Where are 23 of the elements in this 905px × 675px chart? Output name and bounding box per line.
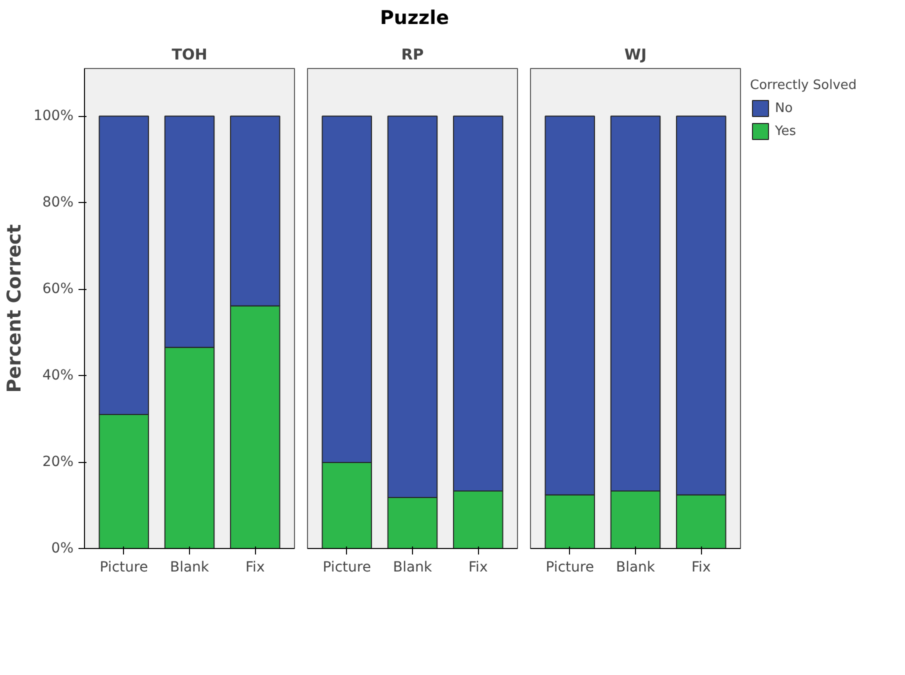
- y-tick-label: 100%: [33, 108, 74, 124]
- x-tick-label: Blank: [392, 560, 433, 576]
- chart-title: RP: [401, 46, 424, 64]
- x-tick-label: Fix: [246, 560, 265, 576]
- legend-label: Yes: [775, 124, 796, 138]
- y-tick-label: 80%: [42, 194, 74, 211]
- y-axis-title: Percent Correct: [3, 224, 26, 393]
- legend-title: Correctly Solved: [750, 78, 857, 93]
- y-tick-label: 0%: [51, 540, 74, 556]
- x-tick-label: Picture: [546, 560, 594, 576]
- legend-label: No: [775, 100, 794, 116]
- x-tick-label: Picture: [322, 560, 371, 576]
- x-tick-label: Fix: [692, 560, 711, 576]
- y-tick-label: 20%: [42, 454, 74, 470]
- chart-title: TOH: [172, 46, 208, 64]
- chart-title: WJ: [624, 46, 647, 64]
- x-tick-label: Blank: [616, 560, 656, 576]
- x-tick-label: Fix: [468, 560, 488, 576]
- y-tick-label: 40%: [42, 368, 74, 384]
- x-tick-label: Picture: [100, 560, 148, 576]
- text: Puzzle: [380, 7, 449, 29]
- y-tick-label: 60%: [42, 281, 74, 298]
- x-tick-label: Blank: [170, 560, 210, 576]
